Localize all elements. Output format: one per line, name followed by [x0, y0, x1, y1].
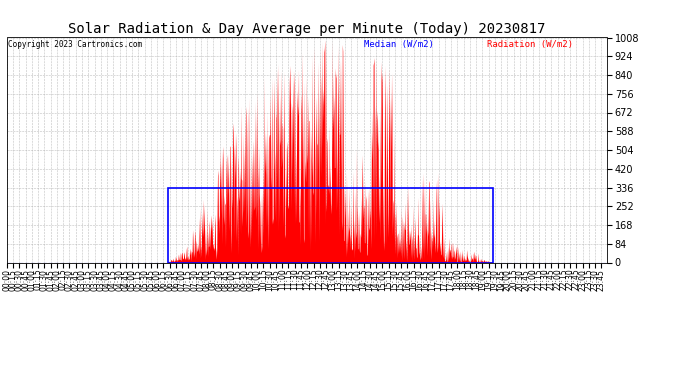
Text: Radiation (W/m2): Radiation (W/m2) — [487, 40, 573, 49]
Text: Median (W/m2): Median (W/m2) — [364, 40, 434, 49]
Bar — [168, 188, 493, 262]
Title: Solar Radiation & Day Average per Minute (Today) 20230817: Solar Radiation & Day Average per Minute… — [68, 22, 546, 36]
Text: Copyright 2023 Cartronics.com: Copyright 2023 Cartronics.com — [8, 40, 141, 49]
